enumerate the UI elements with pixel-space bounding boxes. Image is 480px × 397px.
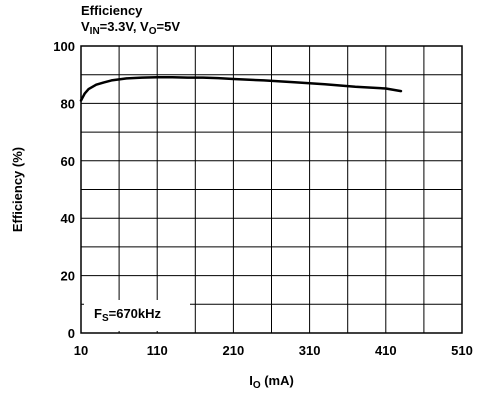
x-tick-label: 510 bbox=[451, 343, 473, 358]
chart-subtitle: VIN=3.3V, VO=5V bbox=[81, 19, 180, 37]
series-group bbox=[79, 76, 403, 102]
efficiency-curve bbox=[79, 76, 403, 102]
y-tick-label: 0 bbox=[68, 326, 75, 341]
tick-labels: 10 110 210 310 410 510 0 20 40 60 80 100 bbox=[53, 39, 473, 358]
annotation-box bbox=[84, 299, 190, 331]
grid-lines bbox=[81, 46, 462, 333]
y-tick-label: 40 bbox=[61, 211, 75, 226]
x-axis-label: IO (mA) bbox=[249, 373, 294, 391]
plot-frame bbox=[80, 45, 463, 334]
x-tick-label: 110 bbox=[147, 343, 168, 358]
x-tick-label: 310 bbox=[299, 343, 321, 358]
frequency-annotation: FS=670kHz bbox=[94, 306, 162, 324]
y-tick-label: 80 bbox=[61, 96, 75, 111]
y-tick-label: 100 bbox=[53, 39, 75, 54]
y-tick-label: 20 bbox=[61, 269, 75, 284]
x-tick-label: 210 bbox=[223, 343, 245, 358]
x-tick-label: 410 bbox=[375, 343, 397, 358]
y-tick-label: 60 bbox=[61, 154, 75, 169]
x-tick-label: 10 bbox=[74, 343, 88, 358]
chart-title: Efficiency bbox=[81, 3, 143, 18]
y-axis-label: Efficiency (%) bbox=[10, 147, 25, 232]
